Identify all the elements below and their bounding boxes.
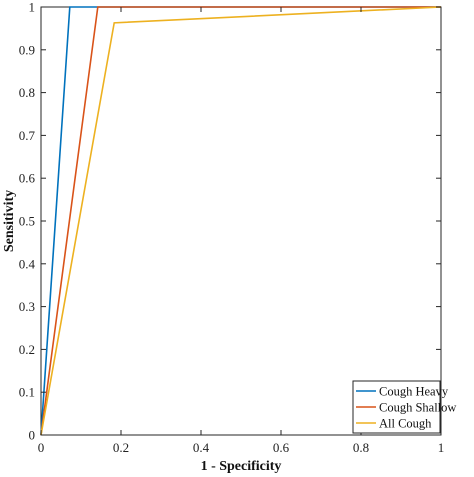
- series-line-all-cough: [40, 6, 442, 436]
- y-tick-label: 0.4: [19, 256, 36, 271]
- legend-label: Cough Shallow: [379, 400, 456, 414]
- y-tick-label: 0.2: [19, 342, 35, 357]
- tick-layer: 0 0.2 0.4 0.6 0.8 1 0 0.1 0.2 0.3 0.4 0.5 0.6 0.7 0.8 0…: [19, 0, 445, 455]
- x-tick-label: 0.4: [193, 440, 210, 455]
- y-tick-label: 1: [29, 0, 36, 15]
- y-tick-label: 0: [29, 428, 36, 443]
- plot-frame: [40, 6, 442, 436]
- x-tick-label: 1: [438, 440, 445, 455]
- x-tick-label: 0.6: [273, 440, 290, 455]
- y-tick-label: 0.6: [19, 171, 36, 186]
- x-tick-label: 0: [38, 440, 45, 455]
- y-axis-title: Sensitivity: [2, 190, 17, 252]
- y-tick-label: 0.5: [19, 214, 35, 229]
- x-tick-label: 0.8: [353, 440, 369, 455]
- legend-label: All Cough: [379, 416, 432, 430]
- legend-label: Cough Heavy: [379, 384, 449, 398]
- y-tick-label: 0.9: [19, 42, 35, 57]
- y-tick-label: 0.8: [19, 85, 35, 100]
- y-tick-label: 0.7: [19, 128, 36, 143]
- y-tick-label: 0.1: [19, 385, 35, 400]
- y-tick-label: 0.3: [19, 299, 35, 314]
- plot-area: 0 0.2 0.4 0.6 0.8 1 0 0.1 0.2 0.3 0.4 0.5 0.6 0.7 0.8 0…: [19, 0, 445, 455]
- series-line-cough-shallow: [40, 6, 441, 436]
- legend: Cough Heavy Cough Shallow All Cough: [352, 380, 456, 434]
- x-axis-title: 1 - Specificity: [201, 459, 282, 474]
- x-tick-label: 0.2: [113, 440, 129, 455]
- series-layer: [40, 6, 442, 436]
